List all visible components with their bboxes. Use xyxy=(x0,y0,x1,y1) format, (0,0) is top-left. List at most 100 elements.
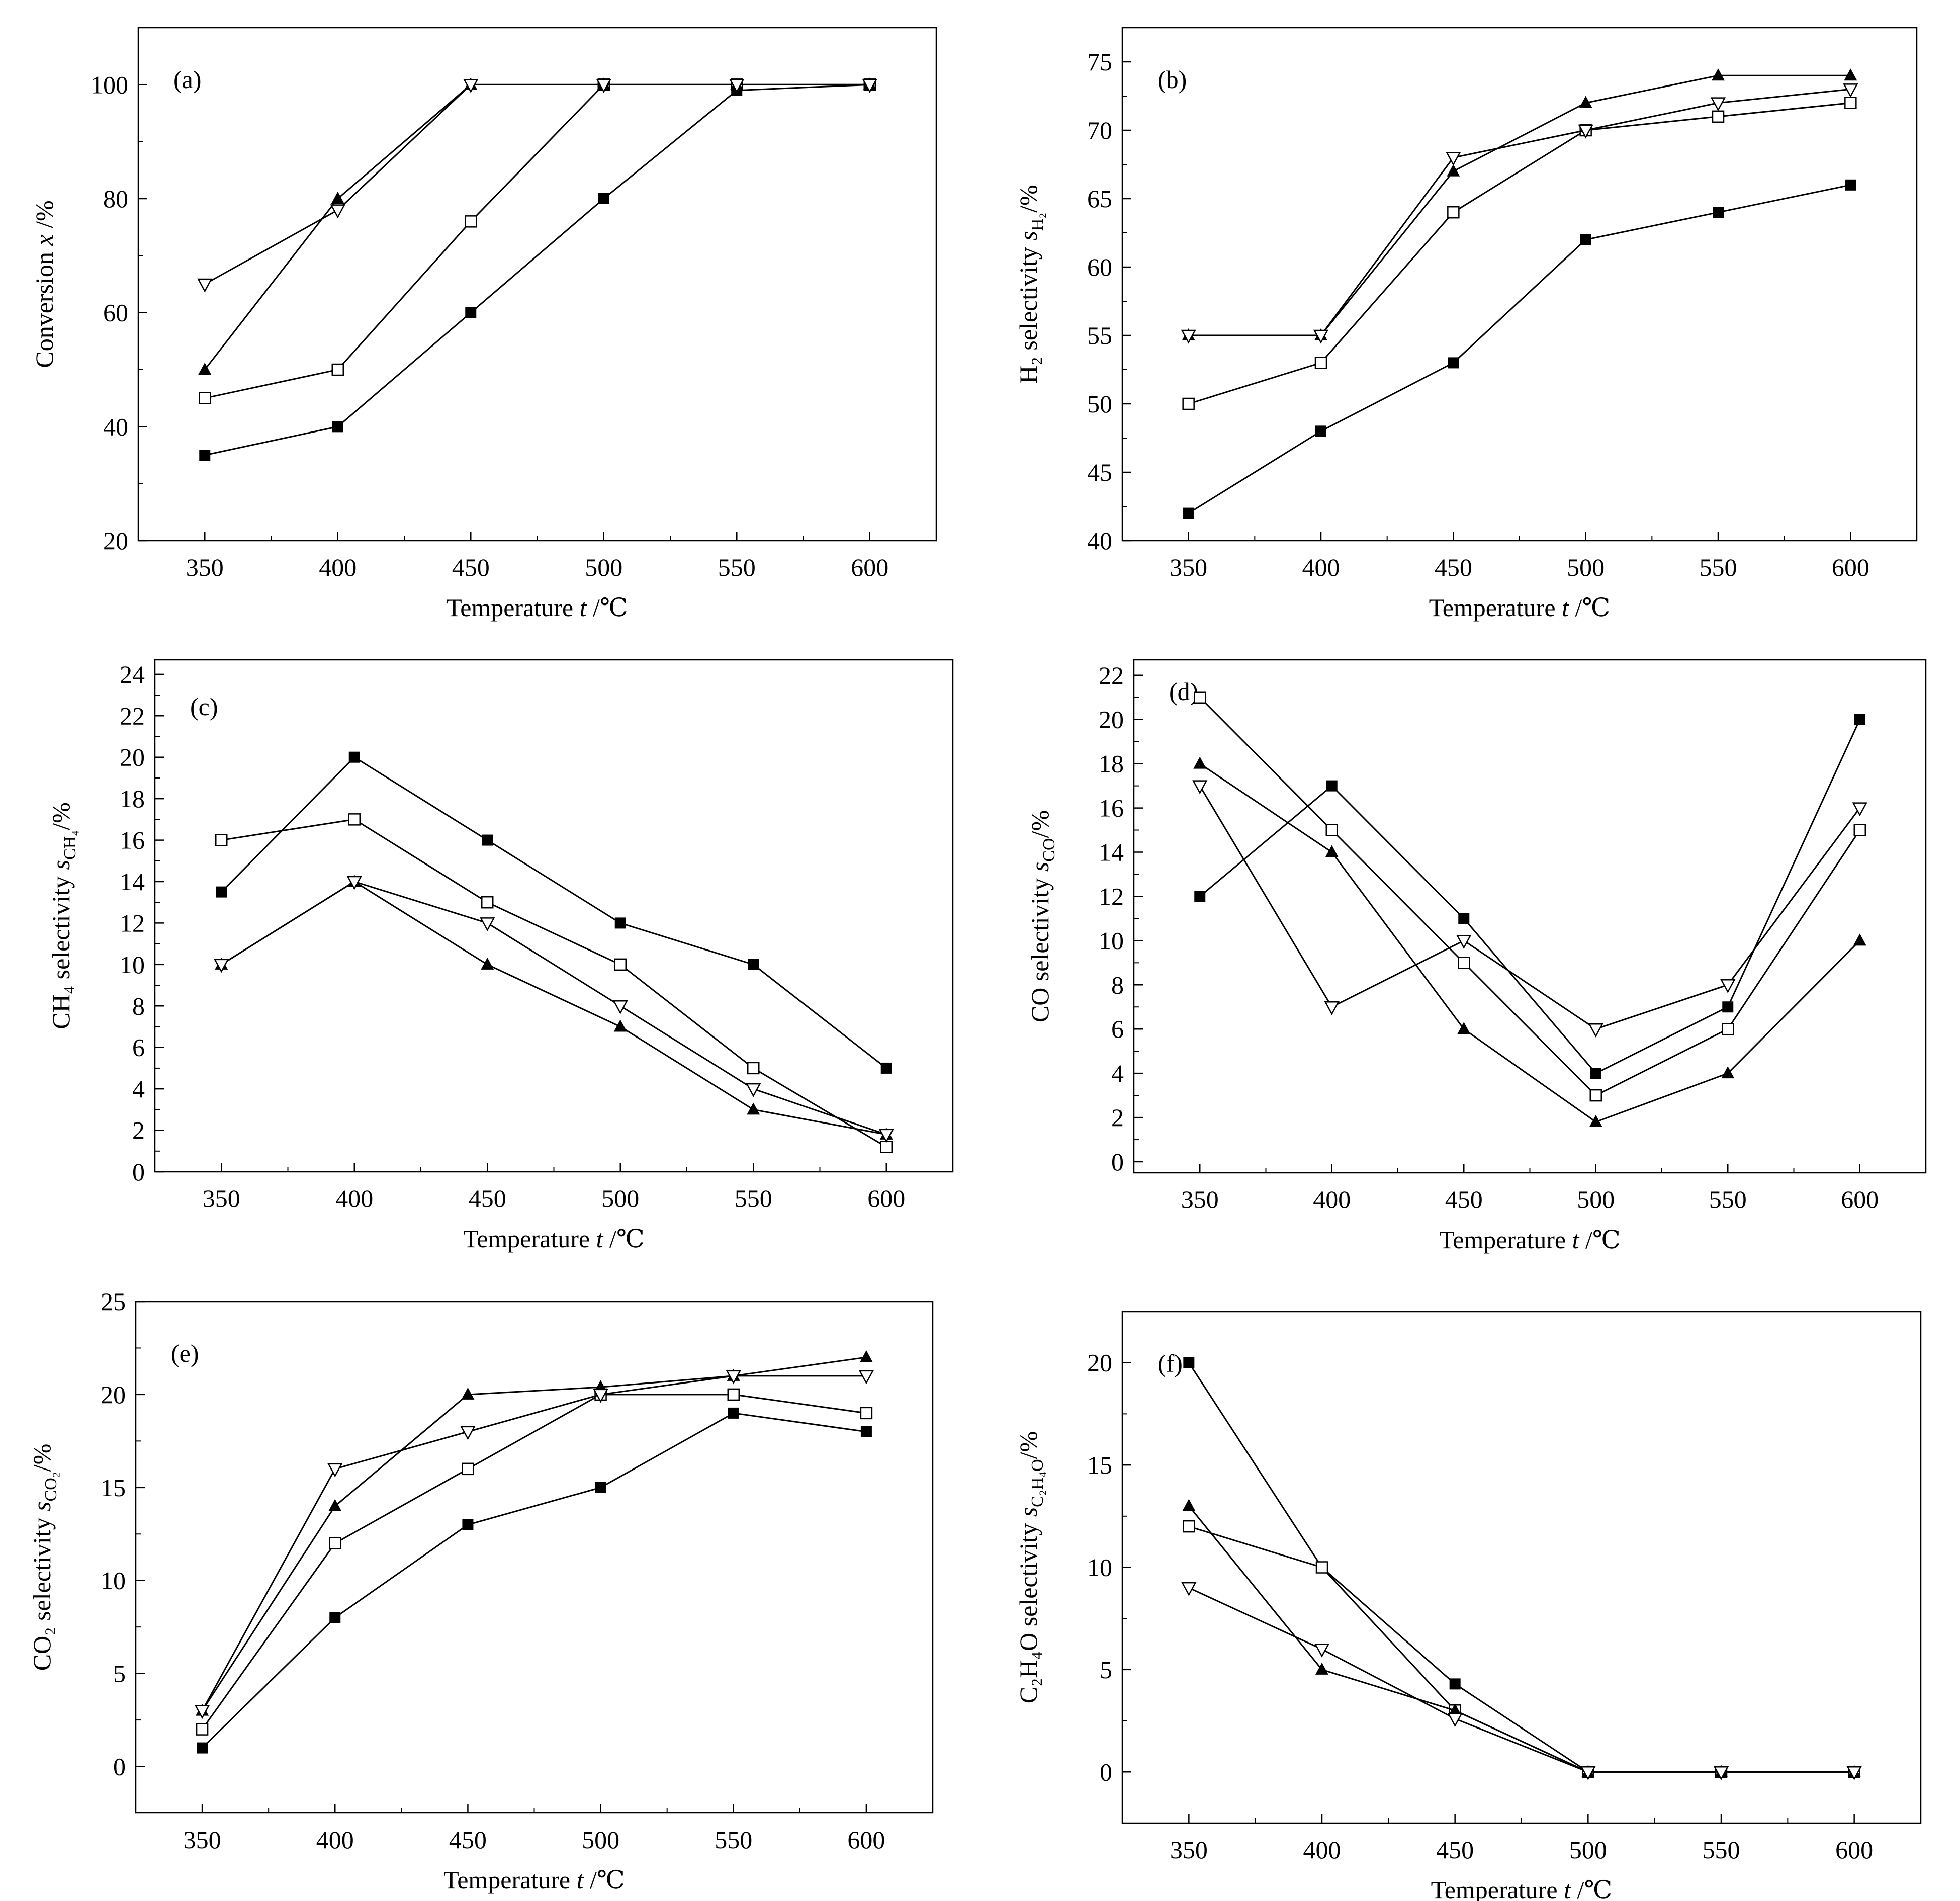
data-point xyxy=(595,1482,606,1493)
x-tick-label: 350 xyxy=(1181,1185,1219,1214)
y-axis-label-unit: /% xyxy=(1014,185,1042,213)
y-tick-label: 4 xyxy=(132,1075,145,1103)
series-line xyxy=(1188,88,1851,336)
x-axis-label-name: Temperature xyxy=(443,1866,576,1894)
x-axis-label: Temperature t /℃ xyxy=(1431,1876,1613,1901)
data-point xyxy=(1580,234,1591,245)
plot-frame xyxy=(1133,659,1927,1174)
data-point xyxy=(1181,1582,1197,1596)
series-filled-square xyxy=(199,79,875,461)
data-point xyxy=(862,79,877,93)
data-point xyxy=(1315,1561,1328,1574)
data-point xyxy=(1446,152,1461,166)
data-point xyxy=(1720,979,1736,993)
x-tick-label: 500 xyxy=(585,553,622,581)
y-axis-label-name: CO selectivity xyxy=(1026,872,1054,1022)
data-point xyxy=(462,1519,474,1530)
x-tick-label: 350 xyxy=(1170,553,1207,581)
data-point xyxy=(1182,397,1195,410)
x-tick-label: 350 xyxy=(184,1826,221,1854)
chart-panel-c: 350 400 450 500 550 600024681012141618202224(… xyxy=(47,659,954,1253)
data-point xyxy=(747,1062,760,1075)
data-point xyxy=(328,1499,342,1511)
y-axis-label-unit: /% xyxy=(47,802,75,830)
data-point xyxy=(1590,1068,1601,1079)
data-point xyxy=(214,959,229,973)
data-point xyxy=(196,1723,209,1736)
x-tick-label: 350 xyxy=(186,553,224,581)
y-axis-label: CO selectivity sCO/% xyxy=(1026,810,1058,1022)
data-point xyxy=(1846,1766,1862,1780)
data-point xyxy=(728,1407,739,1419)
data-point xyxy=(197,278,213,293)
y-tick-label: 12 xyxy=(120,909,145,937)
series-line xyxy=(221,881,887,1136)
chart-panel-b: 350 400 450 500 550 600 40 45 50 55 60 65 70 75 (b) Tem… xyxy=(1014,27,1918,622)
x-axis-label-name: Temperature xyxy=(463,1225,596,1253)
data-point xyxy=(1325,845,1339,857)
y-axis-label: C₂H₄O selectivity sC₂H₄O/% xyxy=(1014,1431,1047,1703)
series-line xyxy=(1199,697,1860,1096)
x-tick-label: 600 xyxy=(847,1826,885,1854)
data-point xyxy=(329,1537,341,1550)
data-point xyxy=(199,392,211,404)
x-axis-label-symbol: t xyxy=(1562,593,1575,622)
y-axis-label-unit: /% xyxy=(30,200,58,228)
chart-panel-a: 350 400 450 500 550 600 20 40 60 80 100 (a) Temperat… xyxy=(30,27,937,622)
data-point xyxy=(480,917,495,932)
x-axis-label: Temperature t /℃ xyxy=(443,1866,625,1894)
y-tick-label: 18 xyxy=(1099,750,1124,778)
x-tick-label: 600 xyxy=(867,1184,905,1213)
series-line xyxy=(1188,1362,1854,1773)
x-tick-label: 600 xyxy=(1841,1185,1879,1214)
data-point xyxy=(482,834,493,846)
x-tick-label: 600 xyxy=(1835,1836,1873,1864)
data-point xyxy=(215,834,228,846)
x-axis-label-name: Temperature xyxy=(1431,1876,1564,1901)
y-tick-label: 12 xyxy=(1099,882,1124,910)
y-tick-label: 0 xyxy=(1111,1148,1124,1176)
data-point xyxy=(1324,1001,1340,1015)
data-point xyxy=(1314,1643,1330,1658)
data-point xyxy=(194,1705,210,1719)
plot-frame xyxy=(137,27,937,542)
data-point xyxy=(614,917,626,929)
data-point xyxy=(1449,1678,1461,1690)
data-point xyxy=(465,307,477,318)
y-axis-label: CH₄ selectivity sCH₄/% xyxy=(47,802,79,1029)
data-point xyxy=(1713,1766,1729,1780)
y-tick-label: 10 xyxy=(1099,926,1124,955)
y-tick-label: 0 xyxy=(113,1753,126,1781)
y-tick-label: 14 xyxy=(120,868,145,896)
x-axis-label-name: Temperature xyxy=(1439,1226,1572,1254)
data-point xyxy=(1712,68,1725,81)
y-tick-label: 60 xyxy=(103,299,128,327)
series-open-triangle-down xyxy=(1181,1582,1862,1780)
x-axis-label-name: Temperature xyxy=(447,593,579,622)
data-point xyxy=(1325,824,1338,836)
data-point xyxy=(460,1426,476,1440)
x-tick-label: 600 xyxy=(1832,553,1869,581)
series-open-square xyxy=(199,78,876,404)
x-tick-label: 450 xyxy=(1445,1185,1483,1214)
plot-frame xyxy=(1121,1311,1922,1824)
x-axis-label-symbol: t xyxy=(577,1866,590,1894)
data-point xyxy=(1193,756,1207,769)
panel-label: (c) xyxy=(190,693,218,721)
chart-panel-f: 350 400 450 500 550 600 0 5 10 15 20 (f) Temperature… xyxy=(1014,1311,1922,1901)
data-point xyxy=(348,751,360,763)
series-line xyxy=(1188,184,1851,514)
data-point xyxy=(1589,1114,1602,1127)
y-axis-label-symbol: s xyxy=(1014,231,1042,240)
y-axis-label-unit: /% xyxy=(28,1444,56,1472)
data-point xyxy=(1194,891,1206,902)
data-point xyxy=(331,192,344,204)
data-point xyxy=(327,1463,343,1478)
y-axis-label-subscript: C₂H₄O xyxy=(1028,1459,1047,1507)
y-axis-label-subscript: CO₂ xyxy=(42,1472,60,1501)
data-point xyxy=(1579,96,1592,108)
data-point xyxy=(729,79,745,93)
y-tick-label: 15 xyxy=(101,1474,126,1502)
data-point xyxy=(859,1350,873,1362)
